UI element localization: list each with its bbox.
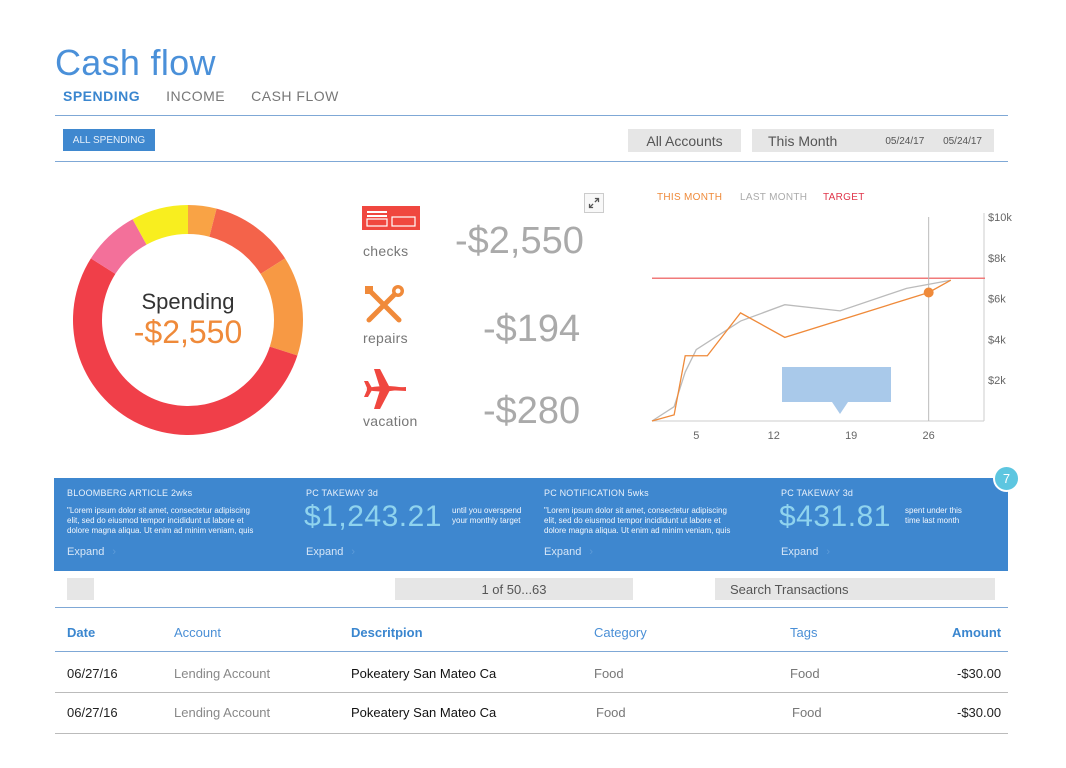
tools-icon xyxy=(365,285,404,323)
chevron-right-icon: › xyxy=(826,546,830,558)
chart-tooltip xyxy=(782,367,891,414)
card-1-expand-label: Expand xyxy=(67,546,105,558)
row-divider xyxy=(55,692,1008,693)
row-account: Lending Account xyxy=(174,666,271,681)
column-header-date[interactable]: Date xyxy=(67,625,96,640)
table-header-divider xyxy=(55,651,1008,652)
y-tick-label: $10k xyxy=(988,212,1012,224)
column-header-description[interactable]: Descritpion xyxy=(351,625,423,640)
airplane-icon xyxy=(364,369,406,409)
card-2-heading: PC TAKEWAY 3d xyxy=(306,488,379,498)
date-from[interactable]: 05/24/17 xyxy=(885,136,925,147)
chevron-right-icon: › xyxy=(351,546,355,558)
all-spending-button[interactable]: ALL SPENDING xyxy=(63,129,155,151)
notification-count-badge[interactable]: 7 xyxy=(993,465,1020,492)
tab-bar: SPENDING INCOME CASH FLOW xyxy=(63,88,365,104)
card-1-heading: BLOOMBERG ARTICLE 2wks xyxy=(67,488,193,498)
select-all-box[interactable] xyxy=(67,578,94,600)
donut-segment-5[interactable] xyxy=(90,219,147,274)
donut-total: -$2,550 xyxy=(133,314,243,350)
card-3-expand-label: Expand xyxy=(544,546,582,558)
cash-flow-line-chart[interactable]: 5 12 19 26 $2k $4k $6k $8k $10k xyxy=(650,205,1022,445)
category-name-repairs: repairs xyxy=(363,330,408,346)
y-tick-label: $2k xyxy=(988,375,1006,387)
category-amount-checks: -$2,550 xyxy=(455,220,584,262)
tab-income[interactable]: INCOME xyxy=(166,88,226,104)
card-2-note: until you overspend your monthly target xyxy=(452,506,522,525)
expand-icon[interactable] xyxy=(584,193,604,213)
row-account: Lending Account xyxy=(174,705,271,720)
card-3-expand[interactable]: Expand › xyxy=(544,546,593,558)
period-dropdown[interactable]: This Month 05/24/17 05/24/17 xyxy=(752,129,994,152)
legend-target[interactable]: TARGET xyxy=(823,192,865,203)
x-tick-label: 12 xyxy=(768,430,780,442)
card-4-expand-label: Expand xyxy=(781,546,819,558)
card-4-note: spent under this time last month xyxy=(905,506,962,525)
donut-segment-4[interactable] xyxy=(72,258,298,435)
card-4-amount: $431.81 xyxy=(779,500,891,533)
page-title: Cash flow xyxy=(55,42,216,83)
chevron-right-icon: › xyxy=(589,546,593,558)
row-divider xyxy=(55,733,1008,734)
chevron-right-icon: › xyxy=(112,546,116,558)
category-amount-vacation: -$280 xyxy=(483,390,581,432)
row-description: Pokeatery San Mateo Ca xyxy=(351,705,497,720)
donut-segment-3[interactable] xyxy=(260,258,303,356)
category-amount-repairs: -$194 xyxy=(483,308,581,350)
y-tick-label: $4k xyxy=(988,334,1006,346)
card-1-expand[interactable]: Expand › xyxy=(67,546,116,558)
card-2-expand-label: Expand xyxy=(306,546,344,558)
row-date: 06/27/16 xyxy=(67,705,118,720)
series-this-month xyxy=(651,279,952,422)
card-4-heading: PC TAKEWAY 3d xyxy=(781,488,854,498)
x-tick-label: 26 xyxy=(923,430,935,442)
row-date: 06/27/16 xyxy=(67,666,118,681)
column-header-category[interactable]: Category xyxy=(594,625,647,640)
donut-label: Spending xyxy=(141,289,235,314)
legend-this-month[interactable]: THIS MONTH xyxy=(657,192,723,203)
donut-segment-2[interactable] xyxy=(209,208,286,274)
header-divider xyxy=(55,115,1008,116)
card-4-expand[interactable]: Expand › xyxy=(781,546,830,558)
period-label: This Month xyxy=(768,132,838,149)
table-top-divider xyxy=(55,607,1008,608)
category-name-vacation: vacation xyxy=(363,413,418,429)
column-header-account[interactable]: Account xyxy=(174,625,221,640)
date-range: 05/24/17 05/24/17 xyxy=(869,136,982,147)
y-tick-label: $8k xyxy=(988,253,1006,265)
filter-divider xyxy=(55,161,1008,162)
row-category[interactable]: Food xyxy=(594,666,624,681)
column-header-tags[interactable]: Tags xyxy=(790,625,818,640)
cursor-point[interactable] xyxy=(923,287,934,298)
insights-banner: BLOOMBERG ARTICLE 2wks "Lorem ipsum dolo… xyxy=(54,478,1008,571)
card-1-body: "Lorem ipsum dolor sit amet, consectetur… xyxy=(67,506,254,535)
date-to[interactable]: 05/24/17 xyxy=(943,136,982,147)
checks-icon xyxy=(362,206,420,230)
row-description: Pokeatery San Mateo Ca xyxy=(351,666,497,681)
category-name-checks: checks xyxy=(363,243,409,259)
card-2-expand[interactable]: Expand › xyxy=(306,546,355,558)
y-tick-label: $6k xyxy=(988,294,1006,306)
card-3-body: "Lorem ipsum dolor sit amet, consectetur… xyxy=(544,506,731,535)
row-amount: -$30.00 xyxy=(957,705,1002,720)
card-2-amount: $1,243.21 xyxy=(304,500,442,533)
row-amount: -$30.00 xyxy=(957,666,1002,681)
tab-cash-flow[interactable]: CASH FLOW xyxy=(251,88,339,104)
x-tick-label: 19 xyxy=(845,430,857,442)
card-3-heading: PC NOTIFICATION 5wks xyxy=(544,488,649,498)
column-header-amount[interactable]: Amount xyxy=(952,625,1002,640)
row-tags[interactable]: Food xyxy=(792,705,822,720)
x-tick-label: 5 xyxy=(693,430,699,442)
pagination[interactable]: 1 of 50...63 xyxy=(395,578,633,600)
search-transactions-input[interactable] xyxy=(715,578,995,600)
donut-segment-6[interactable] xyxy=(132,205,188,245)
legend-last-month[interactable]: LAST MONTH xyxy=(740,192,808,203)
tab-spending[interactable]: SPENDING xyxy=(63,88,141,104)
donut-segment-1[interactable] xyxy=(188,205,217,237)
row-category[interactable]: Food xyxy=(596,705,626,720)
row-tags[interactable]: Food xyxy=(790,666,820,681)
accounts-dropdown[interactable]: All Accounts xyxy=(628,129,741,152)
spending-donut-chart[interactable] xyxy=(72,204,304,436)
